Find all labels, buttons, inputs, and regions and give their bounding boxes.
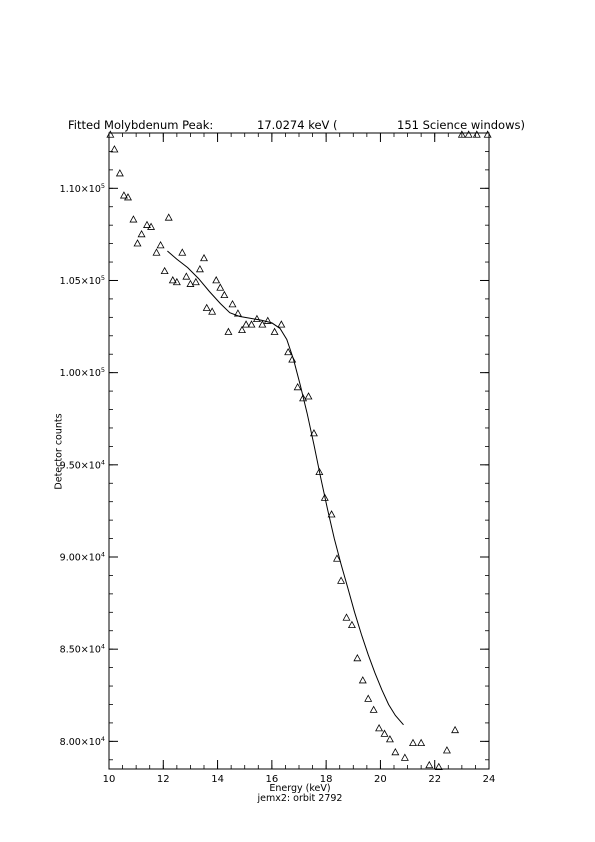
data-point	[472, 130, 481, 138]
data-point	[284, 347, 293, 356]
x-tick-label: 22	[428, 774, 441, 785]
data-point	[337, 576, 346, 584]
x-axis-label: Energy (keV)	[269, 783, 331, 794]
data-point	[293, 382, 302, 391]
data-point	[451, 725, 460, 734]
tick-labels: 10 12 14 16 18 20 22 24 8.00×104 8.50×104 9.00×104…	[60, 182, 496, 785]
data-point	[457, 130, 466, 138]
data-point	[320, 493, 329, 501]
data-points	[106, 130, 492, 770]
subcaption: jemx2: orbit 2792	[257, 793, 343, 804]
x-tick-label: 18	[320, 774, 333, 785]
data-point	[164, 213, 173, 221]
chart-title-windows: 151 Science windows)	[397, 118, 525, 132]
data-point	[375, 724, 384, 732]
data-point	[409, 738, 417, 746]
data-point	[353, 653, 362, 662]
data-point	[309, 429, 318, 437]
data-point	[224, 327, 233, 335]
y-tick-label: 9.00×104	[60, 551, 105, 564]
data-point	[124, 193, 132, 201]
data-point	[110, 145, 119, 153]
data-point	[152, 248, 161, 256]
minor-ticks	[108, 132, 490, 769]
data-point	[160, 266, 169, 275]
data-point	[464, 130, 473, 138]
data-point	[358, 676, 367, 684]
y-tick-label: 8.50×104	[60, 643, 105, 656]
x-tick-label: 12	[157, 774, 170, 785]
fit-curve	[167, 250, 404, 726]
data-point	[119, 191, 128, 199]
data-point	[202, 303, 211, 311]
data-point	[369, 705, 378, 713]
data-point	[400, 753, 409, 761]
y-tick-label: 1.10×105	[60, 182, 105, 195]
data-point	[200, 253, 208, 262]
data-point	[216, 283, 225, 291]
y-tick-label: 8.00×104	[60, 735, 105, 748]
chart-title-label: Fitted Molybdenum Peak:	[68, 118, 214, 132]
data-point	[182, 272, 191, 280]
data-point	[327, 510, 336, 518]
data-point	[347, 620, 356, 629]
data-point	[147, 222, 156, 230]
data-point	[380, 729, 389, 737]
data-point	[137, 229, 146, 238]
data-point	[186, 279, 195, 287]
x-tick-label: 16	[265, 774, 278, 785]
data-point	[178, 248, 187, 256]
y-axis-label: Detector counts	[53, 413, 65, 490]
data-point	[168, 276, 177, 284]
data-point	[195, 264, 204, 273]
chart-title-value: 17.0274 keV (	[257, 118, 338, 132]
data-point	[172, 277, 181, 286]
data-point	[106, 130, 115, 138]
data-point	[391, 747, 400, 756]
data-point	[299, 394, 308, 402]
data-point	[233, 309, 242, 317]
data-point	[220, 290, 229, 299]
data-point	[258, 320, 267, 328]
data-point	[115, 169, 124, 177]
data-point	[129, 215, 138, 223]
data-point	[156, 241, 165, 249]
x-tick-label: 10	[103, 774, 116, 785]
data-point	[434, 762, 443, 770]
data-point	[228, 300, 237, 308]
data-point	[191, 277, 200, 286]
data-point	[333, 554, 341, 562]
data-point	[238, 325, 246, 334]
data-point	[442, 746, 451, 754]
data-point	[417, 738, 426, 746]
data-point	[263, 316, 272, 324]
data-point	[242, 320, 251, 328]
data-point	[315, 467, 324, 476]
y-tick-label: 1.05×105	[60, 274, 105, 287]
data-point	[425, 760, 434, 769]
x-tick-label: 24	[483, 774, 496, 785]
data-point	[270, 327, 279, 335]
data-point	[208, 307, 217, 315]
y-tick-label: 9.50×104	[60, 458, 105, 471]
data-point	[212, 276, 221, 284]
data-point	[483, 130, 492, 138]
data-point	[133, 239, 142, 247]
data-point	[364, 694, 373, 702]
data-point	[143, 220, 151, 228]
data-point	[342, 613, 351, 621]
data-point	[288, 355, 297, 363]
data-point	[277, 320, 286, 328]
major-ticks	[108, 133, 490, 769]
data-point	[247, 320, 256, 328]
data-point	[304, 392, 313, 400]
x-tick-label: 14	[211, 774, 224, 785]
data-point	[385, 735, 394, 743]
data-point	[252, 314, 261, 322]
plot-frame	[108, 132, 490, 770]
x-tick-label: 20	[374, 774, 387, 785]
y-tick-label: 1.00×105	[60, 366, 105, 379]
